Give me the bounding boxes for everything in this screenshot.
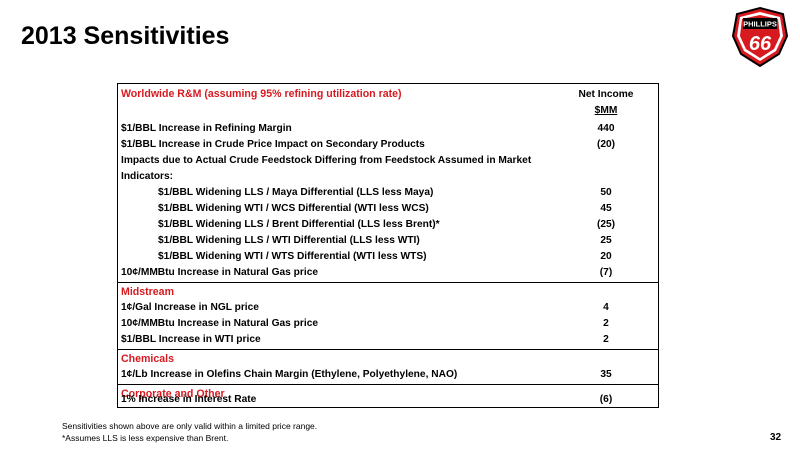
table-row: Impacts due to Actual Crude Feedstock Di… — [118, 153, 658, 169]
table-row: 10¢/MMBtu Increase in Natural Gas price … — [118, 316, 658, 332]
table-row: $1/BBL Increase in WTI price 2 — [118, 332, 658, 348]
row-value: 45 — [600, 203, 612, 214]
row-value: 25 — [600, 235, 612, 246]
table-row: Indicators: — [118, 169, 658, 185]
footnote-line: *Assumes LLS is less expensive than Bren… — [62, 433, 229, 443]
row-value: 2 — [603, 334, 609, 345]
row-label: $1/BBL Increase in WTI price — [121, 334, 261, 345]
row-label: 1¢/Gal Increase in NGL price — [121, 302, 259, 313]
row-label: $1/BBL Widening LLS / Maya Differential … — [158, 187, 434, 198]
section-title-midstream: Midstream — [118, 284, 658, 300]
row-label: 1¢/Lb Increase in Olefins Chain Margin (… — [121, 369, 458, 380]
section-divider — [118, 282, 658, 283]
table-row: $1/BBL Increase in Refining Margin 440 — [118, 121, 658, 137]
table-row: 1% Increase in Interest Rate (6) — [118, 392, 658, 408]
row-label: Indicators: — [121, 171, 174, 182]
row-value: 2 — [603, 318, 609, 329]
row-value: 50 — [600, 187, 612, 198]
row-label: 1% Increase in Interest Rate — [121, 394, 257, 405]
row-value: 440 — [597, 123, 615, 134]
section-divider — [118, 349, 658, 350]
row-value: (7) — [599, 267, 613, 278]
section-title-text: Corporate and Other — [121, 388, 225, 400]
footnote-line: Sensitivities shown above are only valid… — [62, 421, 318, 431]
row-label: 10¢/MMBtu Increase in Natural Gas price — [121, 267, 319, 278]
table-row: $1/BBL Widening LLS / Brent Differential… — [118, 217, 658, 233]
section-title-chemicals: Chemicals — [118, 351, 658, 367]
table-row: $1/BBL Widening WTI / WTS Differential (… — [118, 249, 658, 265]
row-value: (25) — [596, 219, 616, 230]
phillips-66-logo-icon: PHILLIPS 66 — [731, 6, 789, 68]
table-row: $1/BBL Widening LLS / Maya Differential … — [118, 185, 658, 201]
section-title-text: Chemicals — [121, 353, 174, 365]
row-label: $1/BBL Increase in Crude Price Impact on… — [121, 139, 425, 150]
footnotes: Sensitivities shown above are only valid… — [62, 420, 317, 444]
row-value: 35 — [600, 369, 612, 380]
section-title-corporate: Corporate and Other — [118, 386, 658, 402]
table-row: $1/BBL Increase in Crude Price Impact on… — [118, 137, 658, 153]
row-label: $1/BBL Widening LLS / Brent Differential… — [158, 219, 440, 230]
table-row: 1¢/Lb Increase in Olefins Chain Margin (… — [118, 367, 658, 383]
table-row: $1/BBL Widening WTI / WCS Differential (… — [118, 201, 658, 217]
row-value: (6) — [599, 394, 613, 405]
row-label: $1/BBL Widening WTI / WCS Differential (… — [158, 203, 429, 214]
slide-title: 2013 Sensitivities — [21, 22, 230, 50]
sensitivities-table: Worldwide R&M (assuming 95% refining uti… — [117, 83, 659, 408]
logo-text-number: 66 — [749, 33, 772, 55]
row-label: Impacts due to Actual Crude Feedstock Di… — [121, 155, 532, 166]
page-number: 32 — [770, 432, 782, 443]
table-row: 1¢/Gal Increase in NGL price 4 — [118, 300, 658, 316]
section-title-text: Midstream — [121, 286, 174, 298]
table-row: 10¢/MMBtu Increase in Natural Gas price … — [118, 265, 658, 281]
row-label: 10¢/MMBtu Increase in Natural Gas price — [121, 318, 319, 329]
row-label: $1/BBL Widening LLS / WTI Differential (… — [158, 235, 420, 246]
section-divider — [118, 384, 658, 385]
row-label: $1/BBL Increase in Refining Margin — [121, 123, 292, 134]
row-label: $1/BBL Widening WTI / WTS Differential (… — [158, 251, 427, 262]
section-title-rm: Worldwide R&M (assuming 95% refining uti… — [118, 86, 658, 102]
row-value: 4 — [603, 302, 609, 313]
section-title-text: Worldwide R&M (assuming 95% refining uti… — [121, 88, 402, 100]
row-value: 20 — [600, 251, 612, 262]
column-header-unit: $MM — [594, 105, 618, 116]
logo-text-top: PHILLIPS — [743, 20, 777, 29]
table-row: $1/BBL Widening LLS / WTI Differential (… — [118, 233, 658, 249]
column-header-net-income: Net Income — [578, 89, 634, 100]
row-value: (20) — [596, 139, 616, 150]
